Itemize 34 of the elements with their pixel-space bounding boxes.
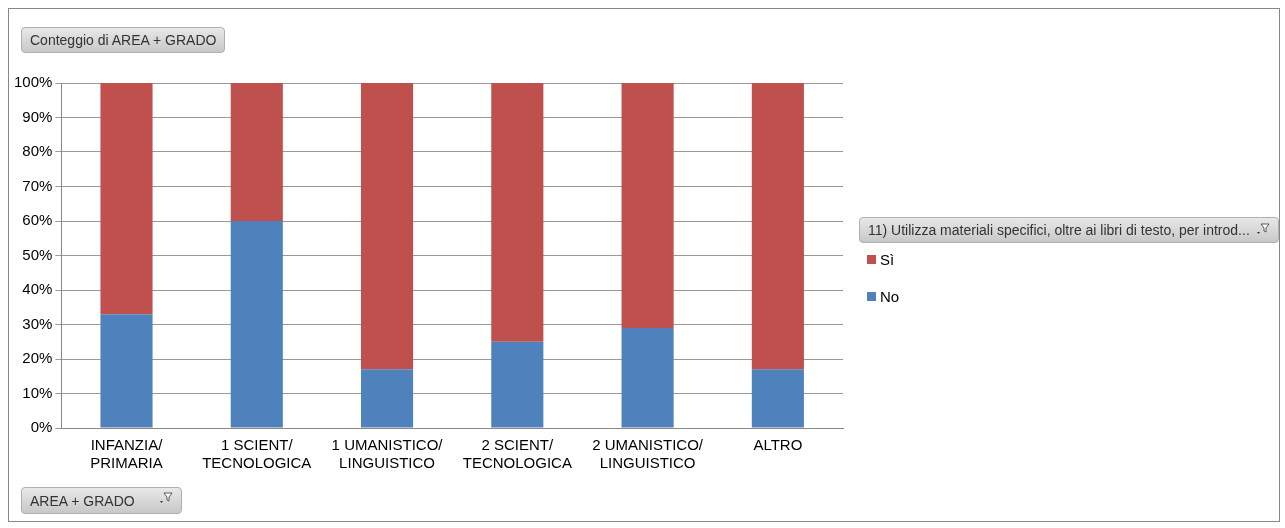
bar — [621, 83, 674, 328]
y-tick-label: 0% — [30, 418, 53, 436]
x-tick-label: ALTRO — [753, 436, 803, 454]
y-tick-label: 60% — [22, 211, 53, 229]
y-tick-label: 80% — [22, 142, 53, 160]
legend-label: No — [880, 288, 900, 305]
bar — [100, 83, 153, 315]
x-tick-label: INFANZIA/ PRIMARIA — [90, 436, 164, 472]
x-tick-label: 2 SCIENT/ TECNOLOGICA — [462, 436, 572, 472]
x-axis-title: AREA + GRADO — [30, 492, 135, 509]
bar — [230, 221, 283, 428]
y-tick-label: 20% — [22, 349, 53, 367]
y-tick-label: 50% — [22, 245, 53, 263]
y-tick-label: 100% — [13, 73, 53, 91]
legend-title: 11) Utilizza materiali specifici, oltre ai libri di testo, per introd... — [868, 222, 1250, 238]
y-tick-label: 70% — [22, 176, 53, 194]
y-tick-label: 30% — [22, 314, 53, 332]
y-tick-label: 40% — [22, 280, 53, 298]
bar — [621, 327, 674, 428]
x-tick-label: 2 UMANISTICO/ LINGUISTICO — [592, 436, 704, 472]
legend-label: Sì — [880, 251, 895, 268]
bar — [491, 83, 544, 342]
bar — [751, 83, 804, 370]
bar — [491, 341, 544, 428]
bar — [100, 314, 153, 428]
bar — [360, 369, 414, 428]
bar — [751, 369, 804, 428]
x-tick-label: 1 UMANISTICO/ LINGUISTICO — [331, 436, 444, 472]
y-tick-label: 10% — [22, 383, 53, 401]
y-tick-label: 90% — [22, 107, 53, 125]
bar — [230, 83, 283, 221]
bar — [360, 83, 414, 370]
x-tick-label: 1 SCIENT/ TECNOLOGICA — [202, 436, 312, 472]
chart-title: Conteggio di AREA + GRADO — [21, 27, 226, 53]
